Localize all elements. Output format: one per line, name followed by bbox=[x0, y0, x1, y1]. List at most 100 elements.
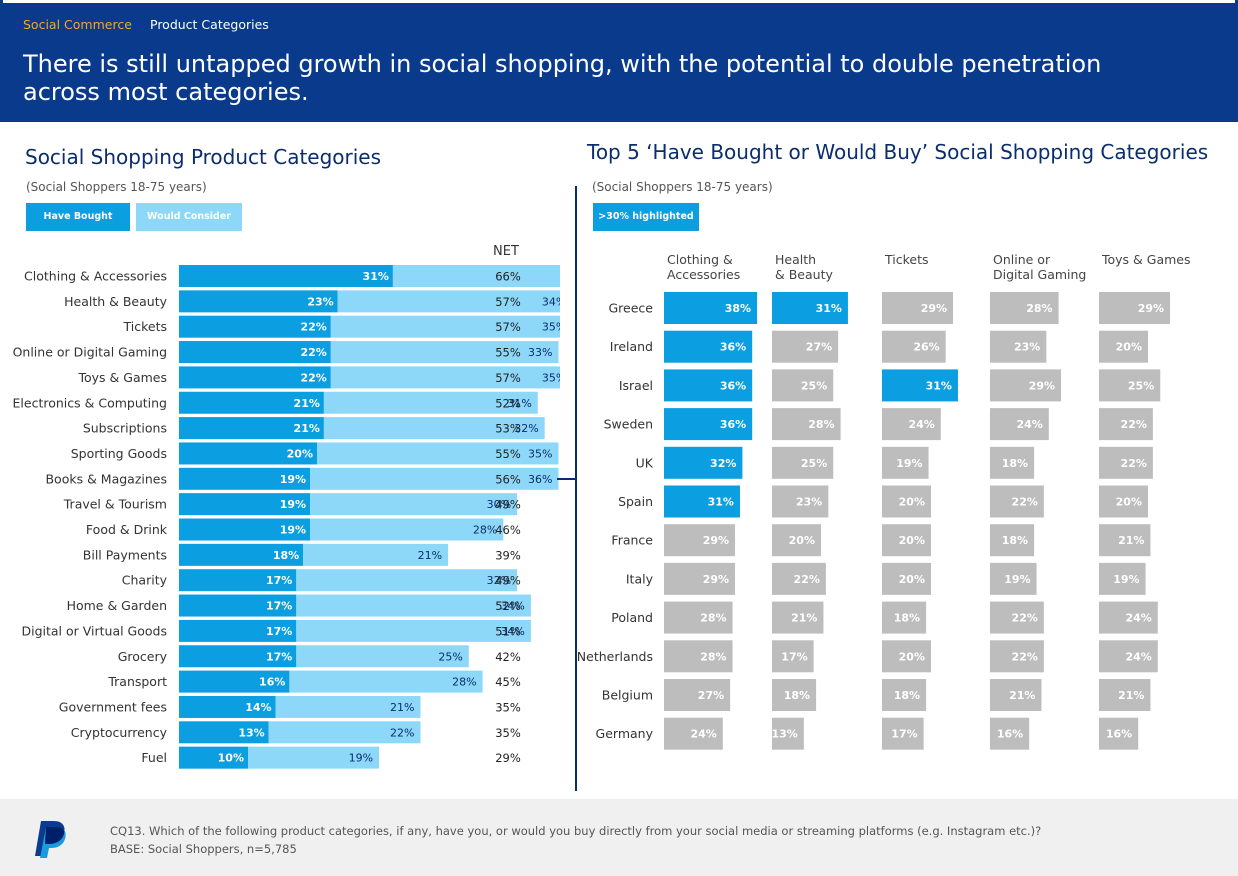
left-chart-subtitle: (Social Shoppers 18-75 years) bbox=[26, 180, 207, 194]
bar-would-consider-toys-and-games bbox=[330, 366, 560, 389]
category-label-travel-and-tourism: Travel & Tourism bbox=[63, 497, 167, 512]
cell-netherlands-tickets bbox=[882, 640, 931, 673]
country-label-spain: Spain bbox=[618, 494, 653, 509]
net-column-header: NET bbox=[493, 244, 519, 259]
bar-have-bought-electronics-and-computing bbox=[179, 391, 324, 414]
bar-would-consider-sporting-goods bbox=[317, 442, 559, 465]
net-value-government-fees: 35% bbox=[495, 700, 521, 714]
value-germany-tickets: 17% bbox=[891, 728, 917, 741]
bar-have-bought-food-and-drink bbox=[179, 518, 311, 541]
label-would-consider-health-and-beauty: 34% bbox=[542, 295, 560, 308]
page-footer: CQ13. Which of the following product cat… bbox=[0, 799, 1238, 876]
label-have-bought-clothing-and-accessories: 31% bbox=[363, 270, 389, 283]
label-have-bought-charity: 17% bbox=[266, 574, 292, 587]
cell-poland-online-or-digital-gaming bbox=[990, 601, 1044, 634]
country-label-poland: Poland bbox=[611, 610, 653, 625]
cell-poland-clothing-and-accessories bbox=[664, 601, 733, 634]
value-germany-online-or-digital-gaming: 16% bbox=[997, 728, 1023, 741]
cell-belgium-clothing-and-accessories bbox=[664, 679, 731, 711]
cell-italy-tickets bbox=[882, 562, 931, 595]
value-poland-clothing-and-accessories: 28% bbox=[700, 612, 726, 625]
cell-greece-health-and-beauty bbox=[772, 292, 848, 324]
cell-spain-online-or-digital-gaming bbox=[990, 485, 1044, 518]
label-would-consider-sporting-goods: 35% bbox=[528, 447, 552, 460]
right-chart-title: Top 5 ‘Have Bought or Would Buy’ Social … bbox=[587, 140, 1209, 164]
bar-have-bought-fuel bbox=[179, 746, 248, 769]
label-have-bought-travel-and-tourism: 19% bbox=[280, 498, 306, 511]
cell-spain-health-and-beauty bbox=[772, 485, 829, 518]
label-would-consider-charity: 32% bbox=[487, 574, 511, 587]
label-would-consider-fuel: 19% bbox=[349, 752, 373, 765]
value-ireland-online-or-digital-gaming: 23% bbox=[1014, 341, 1040, 354]
bar-would-consider-bill-payments bbox=[303, 543, 449, 566]
net-value-bill-payments: 39% bbox=[495, 548, 521, 562]
panel-divider bbox=[575, 186, 577, 791]
breadcrumb-page[interactable]: Product Categories bbox=[150, 17, 269, 32]
value-italy-health-and-beauty: 22% bbox=[794, 573, 820, 586]
net-value-fuel: 29% bbox=[495, 751, 521, 765]
column-header-online-or-digital-gaming-line1: Online or bbox=[993, 252, 1051, 267]
bar-would-consider-books-and-magazines bbox=[310, 467, 559, 490]
category-label-electronics-and-computing: Electronics & Computing bbox=[13, 395, 167, 410]
value-france-tickets: 20% bbox=[899, 534, 925, 547]
value-israel-online-or-digital-gaming: 29% bbox=[1029, 379, 1055, 392]
value-greece-clothing-and-accessories: 38% bbox=[725, 302, 751, 315]
bar-would-consider-food-and-drink bbox=[310, 518, 504, 541]
value-belgium-tickets: 18% bbox=[894, 689, 920, 702]
category-label-transport: Transport bbox=[107, 674, 167, 689]
net-value-books-and-magazines: 56% bbox=[495, 472, 521, 486]
country-category-heatmap: Clothing &Accessories Health& Beauty Ticke… bbox=[578, 252, 1191, 750]
label-have-bought-fuel: 10% bbox=[218, 752, 244, 765]
cell-ireland-clothing-and-accessories bbox=[664, 330, 753, 363]
label-have-bought-home-and-garden: 17% bbox=[266, 600, 292, 613]
cell-italy-toys-and-games bbox=[1099, 562, 1146, 595]
cell-uk-online-or-digital-gaming bbox=[990, 446, 1035, 479]
value-israel-health-and-beauty: 25% bbox=[801, 379, 827, 392]
label-have-bought-transport: 16% bbox=[259, 676, 285, 689]
cell-uk-tickets bbox=[882, 446, 929, 479]
category-label-home-and-garden: Home & Garden bbox=[67, 598, 167, 613]
value-netherlands-tickets: 20% bbox=[899, 650, 925, 663]
bar-would-consider-government-fees bbox=[275, 695, 421, 718]
bar-would-consider-grocery bbox=[296, 645, 469, 668]
country-label-netherlands: Netherlands bbox=[578, 649, 653, 664]
bar-would-consider-charity bbox=[296, 569, 518, 592]
cell-netherlands-clothing-and-accessories bbox=[664, 640, 733, 673]
cell-sweden-health-and-beauty bbox=[772, 408, 841, 441]
label-would-consider-digital-or-virtual-goods: 34% bbox=[500, 625, 524, 638]
cell-poland-health-and-beauty bbox=[772, 601, 824, 634]
cell-greece-toys-and-games bbox=[1099, 292, 1171, 324]
cell-greece-online-or-digital-gaming bbox=[990, 292, 1059, 324]
label-would-consider-bill-payments: 21% bbox=[418, 549, 442, 562]
cell-uk-toys-and-games bbox=[1099, 446, 1153, 479]
category-label-charity: Charity bbox=[122, 573, 168, 588]
value-greece-tickets: 29% bbox=[921, 302, 947, 315]
cell-germany-tickets bbox=[882, 717, 924, 750]
label-would-consider-electronics-and-computing: 31% bbox=[507, 397, 531, 410]
category-label-health-and-beauty: Health & Beauty bbox=[64, 294, 167, 309]
bar-would-consider-transport bbox=[289, 670, 483, 693]
bar-would-consider-fuel bbox=[248, 746, 380, 769]
bar-have-bought-health-and-beauty bbox=[179, 290, 338, 313]
country-label-france: France bbox=[611, 533, 653, 548]
column-header-health-and-beauty-line2: & Beauty bbox=[775, 267, 833, 282]
category-label-fuel: Fuel bbox=[141, 750, 167, 765]
bar-have-bought-bill-payments bbox=[179, 543, 304, 566]
country-label-belgium: Belgium bbox=[602, 688, 653, 703]
label-have-bought-books-and-magazines: 19% bbox=[280, 473, 306, 486]
label-would-consider-food-and-drink: 28% bbox=[473, 524, 497, 537]
cell-netherlands-health-and-beauty bbox=[772, 640, 814, 673]
value-ireland-tickets: 26% bbox=[913, 341, 939, 354]
bar-have-bought-tickets bbox=[179, 315, 331, 338]
bar-have-bought-toys-and-games bbox=[179, 366, 331, 389]
cell-ireland-online-or-digital-gaming bbox=[990, 330, 1047, 363]
cell-belgium-online-or-digital-gaming bbox=[990, 679, 1042, 711]
breadcrumb-section[interactable]: Social Commerce bbox=[23, 17, 132, 32]
value-sweden-health-and-beauty: 28% bbox=[808, 418, 834, 431]
cell-uk-health-and-beauty bbox=[772, 446, 834, 479]
cell-italy-online-or-digital-gaming bbox=[990, 562, 1037, 595]
bar-have-bought-grocery bbox=[179, 645, 297, 668]
cell-netherlands-toys-and-games bbox=[1099, 640, 1158, 673]
cell-poland-toys-and-games bbox=[1099, 601, 1158, 634]
value-netherlands-online-or-digital-gaming: 22% bbox=[1012, 650, 1038, 663]
